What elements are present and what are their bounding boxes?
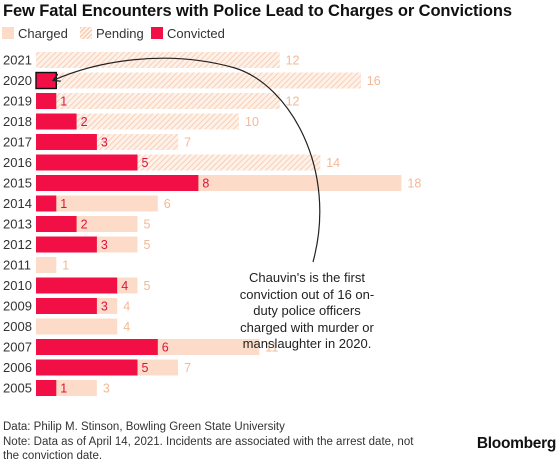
total-label-2019: 12: [286, 95, 300, 109]
convicted-bar-2005: [36, 380, 57, 396]
total-label-2009: 4: [123, 300, 130, 314]
year-label-2021: 2021: [3, 53, 32, 68]
year-label-2019: 2019: [3, 94, 32, 109]
total-label-2020: 16: [367, 74, 381, 88]
year-label-2014: 2014: [3, 196, 32, 211]
note-line-2: the conviction date.: [3, 450, 103, 462]
year-label-2020: 2020: [3, 73, 32, 88]
legend-label-pending: Pending: [96, 26, 144, 41]
total-label-2011: 1: [62, 259, 69, 273]
year-label-2006: 2006: [3, 360, 32, 375]
total-label-2016: 14: [326, 156, 340, 170]
convicted-label-2015: 8: [202, 177, 209, 191]
year-label-2017: 2017: [3, 135, 32, 150]
convicted-bar-2013: [36, 216, 77, 232]
total-label-2015: 18: [407, 177, 421, 191]
year-label-2009: 2009: [3, 299, 32, 314]
year-label-2005: 2005: [3, 381, 32, 396]
convicted-bar-2007: [36, 339, 158, 355]
year-label-2011: 2011: [3, 258, 31, 273]
year-label-2007: 2007: [3, 340, 32, 355]
total-label-2008: 4: [123, 320, 130, 334]
charged-bar-2011: [36, 257, 57, 273]
year-label-2008: 2008: [3, 319, 32, 334]
convicted-label-2017: 3: [101, 136, 108, 150]
year-label-2010: 2010: [3, 278, 32, 293]
chart-title: Few Fatal Encounters with Police Lead to…: [3, 2, 512, 20]
source-note: Data: Philip M. Stinson, Bowling Green S…: [3, 421, 285, 433]
legend-label-convicted: Convicted: [167, 26, 225, 41]
total-label-2021: 12: [286, 54, 300, 68]
convicted-label-2007: 6: [162, 341, 169, 355]
year-label-2013: 2013: [3, 217, 32, 232]
charged-bar-2014: [36, 195, 158, 212]
charged-bar-2008: [36, 318, 118, 335]
pending-bar-2018: [76, 113, 239, 130]
note-line-1: Note: Data as of April 14, 2021. Inciden…: [3, 436, 414, 448]
convicted-label-2010: 4: [121, 279, 128, 293]
bloomberg-logo: Bloomberg: [476, 435, 556, 452]
convicted-label-2019: 1: [60, 95, 67, 109]
total-label-2006: 7: [184, 361, 191, 375]
convicted-bar-2016: [36, 154, 138, 171]
convicted-label-2012: 3: [101, 238, 108, 252]
convicted-bar-2018: [36, 113, 77, 130]
total-label-2010: 5: [144, 279, 151, 293]
total-label-2014: 6: [164, 197, 171, 211]
total-label-2018: 10: [245, 115, 259, 129]
year-label-2012: 2012: [3, 237, 32, 252]
total-label-2005: 3: [103, 382, 110, 396]
legend-swatch-charged: [2, 27, 14, 39]
convicted-bar-2019: [36, 93, 57, 109]
legend-swatch-convicted: [151, 27, 163, 39]
convicted-bar-2012: [36, 236, 97, 253]
total-label-2012: 5: [144, 238, 151, 252]
total-label-2017: 7: [184, 136, 191, 150]
total-label-2013: 5: [144, 218, 151, 232]
annotation-arrow: [54, 57, 321, 263]
legend-swatch-pending: [80, 27, 92, 39]
pending-bar-2019: [56, 93, 280, 109]
convicted-bar-2010: [36, 277, 118, 294]
convicted-label-2013: 2: [81, 218, 88, 232]
pending-bar-2021: [36, 52, 280, 68]
convicted-label-2009: 3: [101, 300, 108, 314]
convicted-label-2006: 5: [142, 361, 149, 375]
annotation-text: Chauvin's is the first conviction out of…: [239, 270, 375, 351]
pending-bar-2016: [137, 154, 321, 171]
convicted-bar-2017: [36, 134, 97, 150]
convicted-label-2016: 5: [142, 156, 149, 170]
year-label-2018: 2018: [3, 114, 32, 129]
convicted-bar-2020: [36, 72, 57, 89]
convicted-bar-2009: [36, 298, 97, 314]
convicted-bar-2006: [36, 359, 138, 376]
pending-bar-2020: [56, 72, 361, 89]
convicted-label-2018: 2: [81, 115, 88, 129]
convicted-bar-2014: [36, 195, 57, 212]
convicted-bar-2015: [36, 175, 199, 191]
year-label-2016: 2016: [3, 155, 32, 170]
total-label-2007: 11: [265, 341, 278, 355]
legend-label-charged: Charged: [18, 26, 68, 41]
convicted-label-2014: 1: [60, 197, 67, 211]
pending-bar-2017: [96, 134, 179, 150]
year-label-2015: 2015: [3, 176, 32, 191]
convicted-label-2005: 1: [60, 382, 67, 396]
